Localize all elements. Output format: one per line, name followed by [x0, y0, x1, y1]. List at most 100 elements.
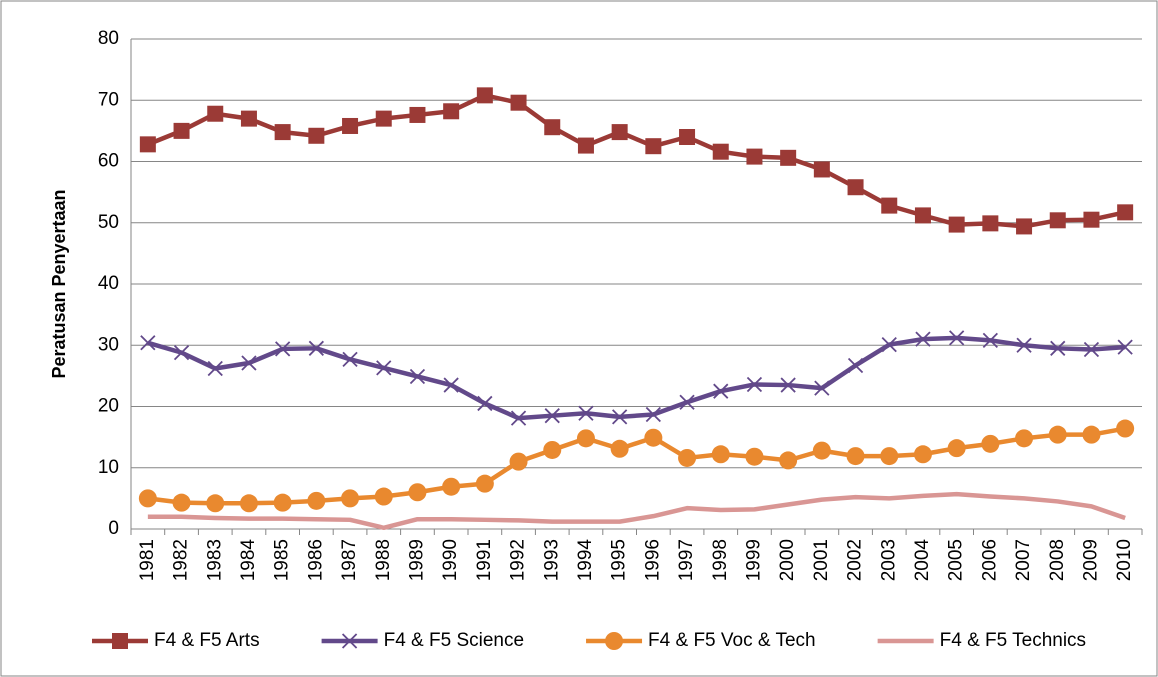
marker	[746, 376, 763, 393]
marker	[240, 110, 257, 127]
marker	[611, 124, 628, 141]
marker	[273, 493, 292, 512]
marker	[1116, 419, 1135, 438]
x-tick-label: 1989	[406, 539, 427, 581]
marker	[342, 117, 359, 134]
marker	[173, 122, 190, 139]
x-tick-label: 2001	[811, 539, 832, 581]
marker	[543, 440, 562, 459]
marker	[947, 439, 966, 458]
marker	[476, 87, 493, 104]
marker	[207, 105, 224, 122]
x-tick-label: 2004	[912, 539, 933, 582]
marker	[140, 335, 156, 351]
marker	[1048, 425, 1067, 444]
legend-label: F4 & F5 Voc & Tech	[648, 630, 816, 651]
marker	[678, 448, 697, 467]
marker	[239, 494, 258, 513]
x-tick-label: 1994	[575, 539, 596, 582]
marker	[475, 474, 494, 493]
marker	[375, 110, 392, 127]
marker	[605, 632, 624, 650]
legend-label: F4 & F5 Arts	[154, 630, 260, 651]
marker	[275, 341, 291, 357]
marker	[139, 136, 156, 153]
marker	[112, 633, 128, 649]
x-tick-label: 2009	[1080, 539, 1101, 581]
marker	[982, 215, 999, 232]
series-line	[147, 491, 1126, 531]
y-tick-label: 30	[98, 334, 119, 355]
marker	[847, 179, 864, 196]
marker	[510, 410, 527, 426]
y-tick-label: 80	[98, 28, 119, 49]
marker	[914, 207, 931, 224]
marker	[711, 445, 730, 464]
marker	[207, 360, 223, 377]
marker	[1050, 340, 1066, 356]
marker	[443, 103, 460, 120]
marker	[746, 148, 763, 165]
marker	[880, 447, 899, 466]
marker	[812, 441, 831, 460]
x-tick-label: 1996	[642, 539, 663, 581]
x-tick-label: 1987	[339, 539, 360, 581]
y-axis-label: Peratusan Penyertaan	[49, 189, 69, 378]
marker	[341, 489, 360, 508]
x-tick-label: 2003	[878, 539, 899, 581]
marker	[982, 332, 998, 348]
marker	[172, 493, 191, 512]
x-tick-label: 1986	[305, 539, 326, 581]
marker	[274, 124, 291, 141]
marker	[544, 408, 560, 424]
marker	[1016, 337, 1032, 353]
marker	[745, 447, 764, 466]
marker	[814, 380, 830, 396]
marker	[544, 119, 561, 136]
x-tick-label: 1982	[171, 539, 192, 581]
marker	[442, 477, 461, 496]
marker	[1049, 212, 1066, 229]
marker	[779, 451, 798, 470]
x-tick-label: 2000	[777, 539, 798, 581]
series-line	[147, 335, 1126, 421]
marker	[578, 405, 594, 421]
marker	[645, 406, 661, 423]
marker	[477, 395, 493, 412]
marker	[847, 357, 864, 374]
marker	[813, 161, 830, 178]
y-tick-label: 60	[98, 151, 119, 172]
y-tick-label: 10	[98, 457, 119, 478]
x-tick-label: 1997	[676, 539, 697, 581]
marker	[780, 149, 797, 166]
marker	[915, 331, 931, 347]
marker	[376, 360, 392, 376]
y-tick-label: 50	[98, 212, 119, 233]
x-tick-label: 2010	[1114, 539, 1135, 581]
marker	[1117, 339, 1133, 355]
x-tick-label: 1984	[238, 539, 259, 582]
marker	[881, 197, 898, 214]
x-tick-label: 1990	[440, 539, 461, 581]
marker	[341, 633, 358, 649]
marker	[949, 330, 965, 346]
marker	[577, 137, 594, 154]
x-tick-label: 2005	[946, 539, 967, 581]
marker	[948, 216, 965, 233]
marker	[206, 494, 225, 513]
x-tick-label: 1995	[609, 539, 630, 581]
x-tick-label: 2008	[1047, 539, 1068, 581]
x-tick-label: 1988	[373, 539, 394, 581]
marker	[408, 483, 427, 502]
x-tick-label: 1991	[474, 539, 495, 581]
marker	[576, 429, 595, 448]
marker	[307, 491, 326, 510]
legend-label: F4 & F5 Technics	[940, 630, 1086, 651]
marker	[645, 138, 662, 155]
marker	[241, 355, 257, 371]
y-tick-label: 40	[98, 273, 119, 294]
marker	[846, 447, 865, 466]
marker	[1015, 429, 1034, 448]
marker	[173, 344, 190, 361]
